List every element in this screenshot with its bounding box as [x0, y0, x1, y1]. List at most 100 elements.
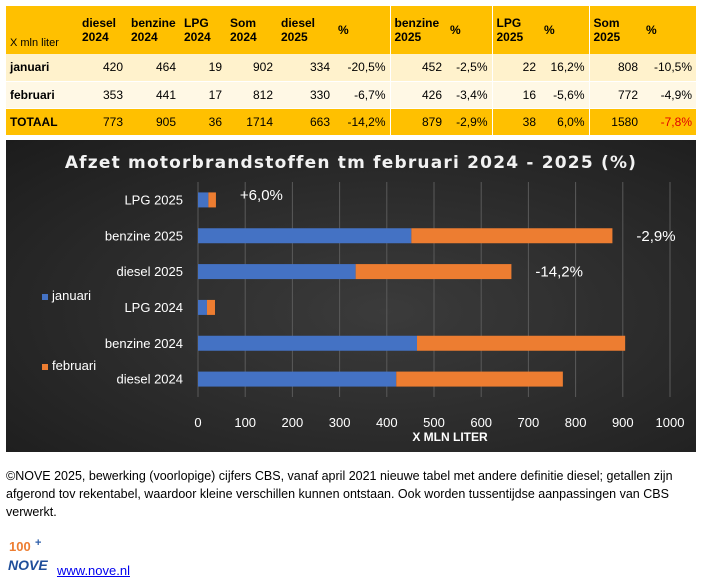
table-row-januari: januari 420 464 19 902 334 -20,5% 452 -2… — [6, 54, 696, 82]
bar-segment-januari — [198, 371, 397, 387]
col-header-diesel-2024: diesel 2024 — [78, 6, 127, 54]
table-cell: -10,5% — [642, 54, 696, 82]
col-header-lpg-2024: LPG 2024 — [180, 6, 226, 54]
stacked-bar-chart: Afzet motorbrandstoffen tm februari 2024… — [6, 140, 696, 452]
website-link[interactable]: www.nove.nl — [57, 563, 130, 578]
table-cell: -14,2% — [334, 108, 390, 136]
chart-canvas: Afzet motorbrandstoffen tm februari 2024… — [42, 153, 684, 444]
x-tick-label: 1000 — [656, 415, 685, 430]
table-cell: 16 — [491, 81, 540, 109]
labels: 0 100 200 300 400 500 600 700 800 900 1000 LPG 2025… — [42, 187, 684, 430]
table-cell: -2,9% — [446, 108, 492, 136]
table-cell: 22 — [491, 54, 540, 82]
x-tick-label: 600 — [470, 415, 492, 430]
bar-segment-januari — [198, 335, 418, 351]
table-cell: 36 — [180, 108, 226, 136]
table-cell: 19 — [180, 54, 226, 82]
table-cell: 812 — [226, 81, 277, 109]
col-header-lpg-pct: % — [540, 6, 589, 54]
x-tick-label: 100 — [234, 415, 256, 430]
row-label: januari — [6, 54, 78, 82]
bar-segment-februari — [206, 299, 215, 315]
source-note: ©NOVE 2025, bewerking (voorlopige) cijfe… — [6, 469, 673, 519]
col-header-diesel-2025: diesel 2025 — [277, 6, 334, 54]
table-cell: 16,2% — [540, 54, 589, 82]
legend-swatch — [42, 364, 48, 370]
x-tick-label: 400 — [376, 415, 398, 430]
percentage-annotation: -2,9% — [636, 228, 675, 245]
col-header-diesel-pct: % — [334, 6, 390, 54]
x-tick-label: 0 — [194, 415, 201, 430]
row-label: TOTAAL — [6, 108, 78, 136]
y-category-label: LPG 2025 — [124, 192, 183, 207]
bar-segment-februari — [208, 192, 216, 208]
col-header-benzine-2024: benzine 2024 — [127, 6, 180, 54]
bar-segment-februari — [396, 371, 563, 387]
table-cell: 464 — [127, 54, 180, 82]
table-cell: 17 — [180, 81, 226, 109]
table-cell: 6,0% — [540, 108, 589, 136]
x-tick-label: 900 — [612, 415, 634, 430]
nove-logo: 100 + NOVE — [8, 537, 48, 573]
legend-swatch — [42, 294, 48, 300]
table-cell: 773 — [78, 108, 127, 136]
col-header-som-2025: Som 2025 — [588, 6, 642, 54]
table-cell: 1714 — [226, 108, 277, 136]
table-cell: 772 — [588, 81, 642, 109]
table-cell: 452 — [389, 54, 446, 82]
y-category-label: diesel 2024 — [117, 372, 184, 387]
table-cell: 879 — [389, 108, 446, 136]
table-cell: 902 — [226, 54, 277, 82]
y-category-label: benzine 2025 — [105, 228, 183, 243]
row-label: februari — [6, 81, 78, 109]
x-tick-label: 300 — [329, 415, 351, 430]
percentage-annotation: -14,2% — [535, 264, 583, 281]
table-cell: 353 — [78, 81, 127, 109]
bar-segment-februari — [411, 228, 613, 244]
y-category-label: diesel 2025 — [117, 264, 184, 279]
legend-label: januari — [51, 288, 91, 303]
col-header-som-2024: Som 2024 — [226, 6, 277, 54]
table-cell: -2,5% — [446, 54, 492, 82]
table-cell: 1580 — [588, 108, 642, 136]
percentage-annotation: +6,0% — [240, 187, 283, 204]
logo-badge: 100 — [9, 539, 31, 554]
x-tick-label: 800 — [565, 415, 587, 430]
total-change-cell: -7,8% — [642, 108, 696, 136]
bar-segment-januari — [198, 299, 207, 315]
table-cell: 905 — [127, 108, 180, 136]
logo-wordmark: NOVE — [8, 557, 48, 573]
table-cell: 334 — [277, 54, 334, 82]
table-cell: 426 — [389, 81, 446, 109]
table-cell: 330 — [277, 81, 334, 109]
table-cell: -20,5% — [334, 54, 390, 82]
bar-segment-januari — [198, 264, 356, 280]
table-row-februari: februari 353 441 17 812 330 -6,7% 426 -3… — [6, 81, 696, 109]
table-cell: 420 — [78, 54, 127, 82]
x-axis-title: X MLN LITER — [412, 430, 488, 444]
table-cell: 38 — [491, 108, 540, 136]
legend-label: februari — [52, 358, 96, 373]
table-row-totaal: TOTAAL 773 905 36 1714 663 -14,2% 879 -2… — [6, 108, 696, 136]
bar-segment-januari — [198, 192, 209, 208]
x-tick-label: 700 — [518, 415, 540, 430]
col-header-lpg-2025: LPG 2025 — [491, 6, 540, 54]
table-cell: -4,9% — [642, 81, 696, 109]
table-header-row: X mln liter diesel 2024 benzine 2024 LPG 20… — [6, 6, 696, 54]
table-cell: -3,4% — [446, 81, 492, 109]
bars — [198, 192, 626, 387]
chart-title: Afzet motorbrandstoffen tm februari 2024… — [65, 153, 637, 173]
col-header-som-pct: % — [642, 6, 696, 54]
logo-plus-icon: + — [35, 537, 41, 549]
table-cell: 663 — [277, 108, 334, 136]
y-category-label: LPG 2024 — [124, 300, 183, 315]
gridlines — [197, 182, 671, 397]
x-tick-label: 200 — [282, 415, 304, 430]
table-cell: 441 — [127, 81, 180, 109]
fuel-sales-table: X mln liter diesel 2024 benzine 2024 LPG 20… — [6, 6, 696, 136]
bar-segment-februari — [417, 335, 626, 351]
table-cell: 808 — [588, 54, 642, 82]
y-category-label: benzine 2024 — [105, 336, 183, 351]
col-header-benzine-pct: % — [446, 6, 492, 54]
bar-segment-februari — [355, 264, 512, 280]
